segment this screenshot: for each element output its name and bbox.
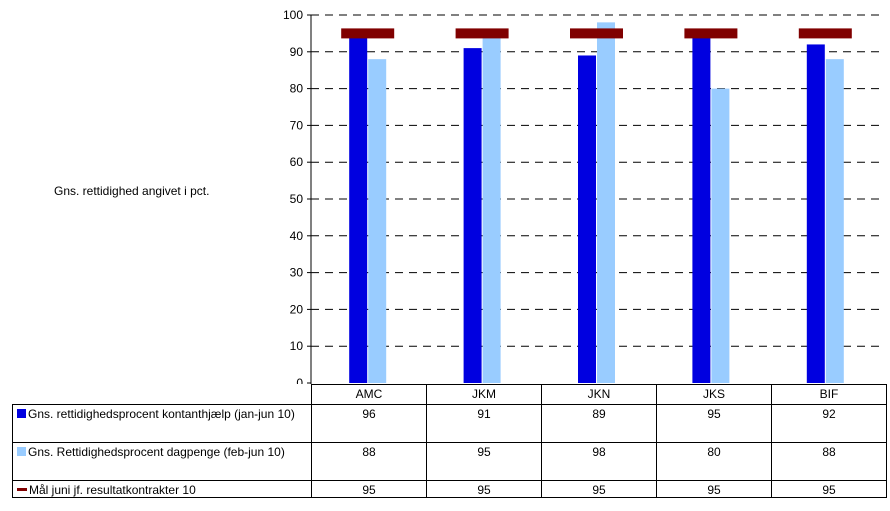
target-marker	[455, 28, 509, 39]
table-cell: 88	[771, 442, 887, 481]
legend-entry-kontanthjaelp: Gns. rettidighedsprocent kontanthjælp (j…	[12, 404, 312, 443]
table-cell: 98	[541, 442, 657, 481]
bar-kontanthjaelp	[349, 29, 368, 383]
series-name: Gns. Rettidighedsprocent dagpenge (feb-j…	[28, 445, 285, 459]
y-tick-label: 30	[290, 266, 304, 280]
table-cell: 95	[656, 404, 772, 443]
target-marker	[341, 28, 395, 39]
table-cell: 96	[311, 404, 427, 443]
category-label: AMC	[311, 384, 427, 405]
category-label: JKN	[541, 384, 657, 405]
table-row: Gns. Rettidighedsprocent dagpenge (feb-j…	[12, 442, 887, 481]
bar-dagpenge	[368, 59, 387, 383]
bar-dagpenge	[825, 59, 844, 383]
category-label: JKM	[426, 384, 542, 405]
bars	[349, 22, 844, 384]
table-cell: 95	[656, 480, 772, 498]
y-axis-label: Gns. rettidighed angivet i pct.	[54, 184, 210, 198]
y-tick-label: 40	[290, 229, 304, 243]
table-cell: 80	[656, 442, 772, 481]
bar-kontanthjaelp	[692, 33, 711, 384]
y-tick-label: 70	[290, 118, 304, 132]
table-cell: 88	[311, 442, 427, 481]
legend-swatch	[17, 409, 26, 418]
bar-dagpenge	[597, 22, 615, 384]
bar-kontanthjaelp	[806, 44, 825, 383]
category-label: BIF	[771, 384, 887, 405]
table-row: Mål juni jf. resultatkontrakter 10 95 95…	[12, 480, 887, 498]
table-cell: 91	[426, 404, 542, 443]
table-row: Gns. rettidighedsprocent kontanthjælp (j…	[12, 404, 887, 443]
bar-kontanthjaelp	[463, 48, 482, 384]
category-label: JKS	[656, 384, 772, 405]
data-table: AMC JKM JKN JKS BIF Gns. rettidighedspro…	[12, 384, 887, 498]
y-tick-label: 100	[283, 8, 303, 22]
table-cell: 95	[311, 480, 427, 498]
bar-chart: 0 10 20 30 40 50 60 70 80 90 100	[283, 8, 883, 384]
series-name: Mål juni jf. resultatkontrakter 10	[29, 483, 196, 497]
legend-entry-dagpenge: Gns. Rettidighedsprocent dagpenge (feb-j…	[12, 442, 312, 481]
target-marker	[798, 28, 852, 39]
y-tick-label: 80	[290, 82, 304, 96]
table-corner	[12, 384, 312, 405]
legend-swatch	[17, 447, 26, 456]
y-tick-label: 60	[290, 155, 304, 169]
table-cell: 89	[541, 404, 657, 443]
y-tick-label: 10	[290, 339, 304, 353]
table-cell: 95	[541, 480, 657, 498]
bar-dagpenge	[711, 88, 730, 383]
y-axis-ticks: 0 10 20 30 40 50 60 70 80 90 100	[283, 8, 311, 384]
target-markers	[341, 28, 852, 39]
legend-entry-maal: Mål juni jf. resultatkontrakter 10	[12, 480, 312, 498]
target-marker	[684, 28, 738, 39]
legend-swatch	[17, 488, 27, 491]
y-tick-label: 0	[296, 376, 303, 384]
table-cell: 95	[426, 480, 542, 498]
y-tick-label: 20	[290, 302, 304, 316]
table-cell: 95	[426, 442, 542, 481]
target-marker	[570, 28, 623, 39]
table-cell: 95	[771, 480, 887, 498]
series-name: Gns. rettidighedsprocent kontanthjælp (j…	[28, 407, 295, 421]
table-cell: 92	[771, 404, 887, 443]
bar-dagpenge	[482, 33, 501, 384]
y-tick-label: 90	[290, 45, 304, 59]
y-tick-label: 50	[290, 192, 304, 206]
bar-kontanthjaelp	[578, 55, 596, 383]
table-header-row: AMC JKM JKN JKS BIF	[12, 384, 887, 405]
